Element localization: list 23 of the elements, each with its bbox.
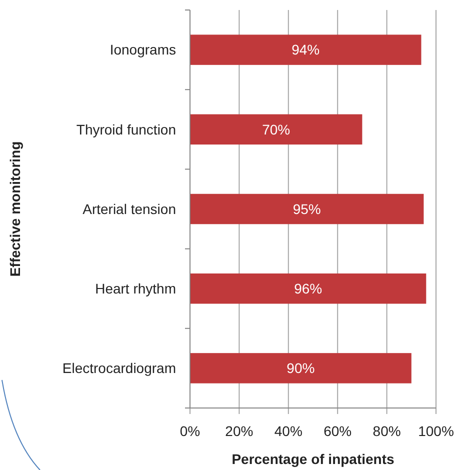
x-tick-label: 60%	[324, 423, 352, 439]
data-label: 94%	[292, 42, 320, 58]
y-tick-label: Heart rhythm	[95, 280, 176, 296]
data-label: 95%	[292, 200, 321, 217]
data-label: 90%	[286, 360, 315, 376]
bar	[190, 353, 412, 384]
bar	[190, 34, 422, 65]
x-tick-label: 100%	[418, 423, 454, 439]
y-tick-label: Ionograms	[110, 42, 176, 58]
y-tick-label: Arterial tension	[82, 200, 176, 217]
x-tick-label: 40%	[274, 423, 302, 439]
x-axis-title: Percentage of inpatients	[232, 451, 395, 467]
bar	[190, 194, 424, 224]
data-label: 70%	[262, 121, 290, 138]
x-tick-label: 20%	[225, 423, 254, 439]
bar	[190, 114, 362, 145]
data-label: 96%	[294, 280, 322, 296]
x-tick-label: 0%	[180, 423, 200, 439]
x-tick-label: 80%	[372, 423, 401, 439]
y-axis-title: Effective monitoring	[7, 141, 23, 277]
y-tick-label: Thyroid function	[76, 121, 176, 138]
y-tick-label: Electrocardiogram	[62, 360, 176, 376]
bar	[190, 273, 426, 304]
